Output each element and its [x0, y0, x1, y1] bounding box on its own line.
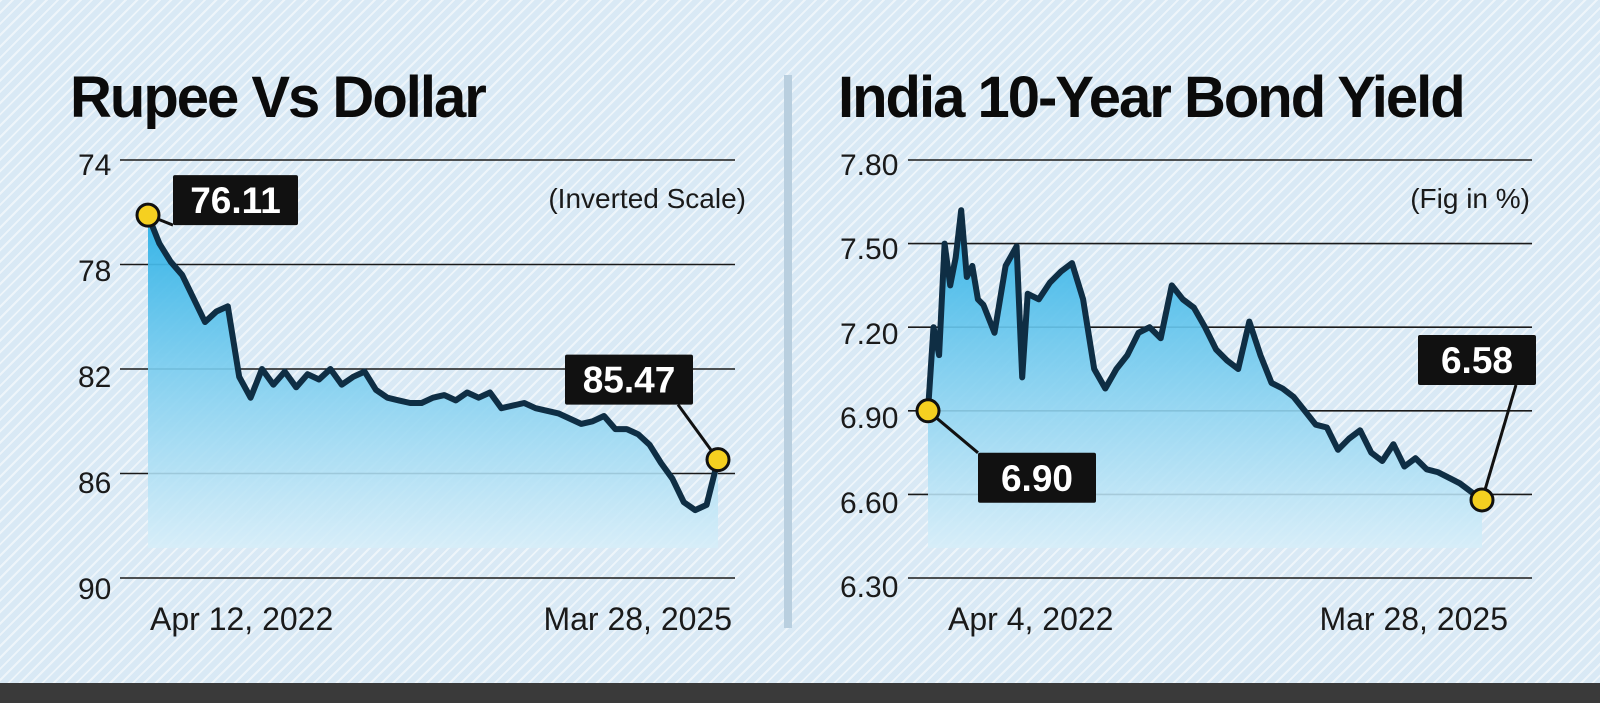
callout-label: 76.11 [190, 180, 281, 221]
x-tick-label-start: Apr 4, 2022 [948, 601, 1113, 637]
callout-marker [135, 202, 161, 228]
callout-marker [915, 398, 941, 424]
chart-title: Rupee Vs Dollar [70, 65, 486, 130]
callout-box [565, 354, 693, 405]
y-tick-label: 6.90 [840, 402, 898, 435]
callout-marker [705, 447, 731, 473]
series-line [145, 212, 721, 514]
bond-yield-chart: India 10-Year Bond Yield (Fig in %) 7.80… [838, 65, 1536, 637]
unit-note: (Fig in %) [1410, 183, 1530, 214]
x-tick-label-start: Apr 12, 2022 [150, 601, 333, 637]
series-area [148, 215, 718, 548]
y-tick-label: 6.30 [840, 571, 898, 604]
y-tick-label: 90 [78, 573, 111, 606]
callout-leader [1480, 384, 1518, 501]
y-axis-ticks: 7.80 7.50 7.20 6.90 6.60 6.30 [840, 149, 898, 604]
callout-marker [1469, 487, 1495, 513]
callout-box [173, 175, 298, 226]
figure: Rupee Vs Dollar (Inverted Scale) 74 78 8… [70, 65, 1536, 637]
y-tick-label: 78 [78, 255, 111, 288]
series-line [925, 207, 1485, 503]
x-tick-label-end: Mar 28, 2025 [1319, 601, 1508, 637]
callout-box [978, 452, 1096, 503]
callout-box [1418, 334, 1536, 385]
y-tick-label: 7.20 [840, 318, 898, 351]
chart-title: India 10-Year Bond Yield [838, 65, 1464, 130]
footer-bar [0, 683, 1600, 703]
y-tick-label: 74 [78, 149, 111, 182]
y-tick-label: 7.50 [840, 233, 898, 266]
y-tick-label: 86 [78, 467, 111, 500]
x-tick-label-end: Mar 28, 2025 [543, 601, 732, 637]
callout-label: 85.47 [583, 360, 676, 401]
callout-label: 6.58 [1441, 340, 1513, 381]
scale-note: (Inverted Scale) [548, 183, 746, 214]
y-axis-ticks: 74 78 82 86 90 [78, 149, 111, 606]
y-tick-label: 6.60 [840, 487, 898, 520]
rupee-dollar-chart: Rupee Vs Dollar (Inverted Scale) 74 78 8… [70, 65, 746, 637]
y-tick-label: 82 [78, 361, 111, 394]
callout-label: 6.90 [1001, 458, 1073, 499]
y-tick-label: 7.80 [840, 149, 898, 182]
